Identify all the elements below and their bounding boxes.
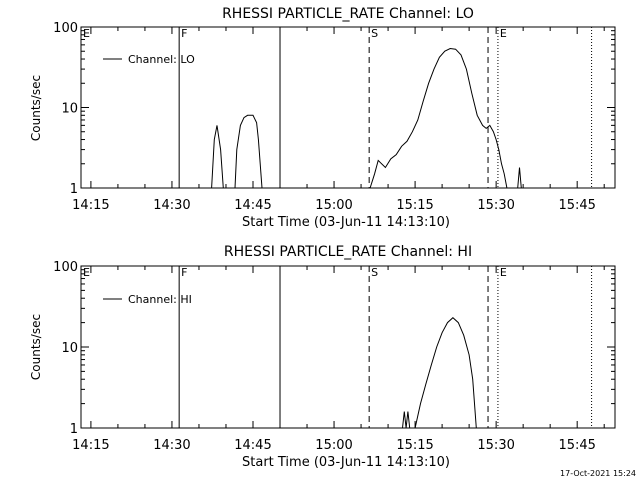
plot-frame (80, 265, 616, 429)
x-tick-label: 15:15 (396, 438, 433, 453)
x-tick-label: 14:45 (234, 438, 271, 453)
plot-frame (80, 26, 616, 189)
legend: Channel: LO (103, 53, 195, 66)
axis-ticks: 14:15 14:30 14:45 15:00 15:15 15:30 15:45 1 10 10… (53, 21, 615, 213)
y-tick-label: 10 (61, 341, 78, 356)
x-tick-label: 15:30 (477, 438, 514, 453)
chart-title: RHESSI PARTICLE_RATE Channel: LO (222, 6, 474, 22)
x-tick-label: 14:45 (234, 198, 271, 213)
event-markers: F S EE (83, 266, 593, 428)
x-tick-label: 14:15 (72, 438, 109, 453)
event-marker-label: E (500, 27, 507, 40)
event-marker-label: E (83, 266, 90, 279)
x-tick-label: 15:00 (315, 198, 352, 213)
x-tick-label: 14:30 (153, 438, 190, 453)
series-line (414, 317, 477, 429)
series-line (402, 411, 411, 429)
x-tick-label: 15:45 (558, 198, 595, 213)
x-tick-label: 14:30 (153, 198, 190, 213)
x-tick-label: 14:15 (72, 198, 109, 213)
event-marker-label: S (371, 266, 378, 279)
y-tick-label: 1 (70, 182, 78, 197)
series-line (517, 167, 522, 189)
x-axis-label: Start Time (03-Jun-11 14:13:10) (242, 455, 450, 470)
axis-ticks: 14:15 14:30 14:45 15:00 15:15 15:30 15:45 1 10 10… (53, 260, 615, 453)
x-tick-label: 15:15 (396, 198, 433, 213)
data-series (402, 317, 477, 429)
chart-panel-hi: RHESSI PARTICLE_RATE Channel: HI Counts/… (29, 244, 616, 470)
y-tick-label: 100 (53, 21, 78, 36)
event-marker-label: S (371, 27, 378, 40)
event-markers: F S EE (83, 27, 593, 188)
series-line (211, 125, 224, 189)
event-marker-label: F (181, 27, 187, 40)
x-tick-label: 15:45 (558, 438, 595, 453)
event-marker-label: F (181, 266, 187, 279)
chart-panel-lo: RHESSI PARTICLE_RATE Channel: LO Counts/… (29, 6, 616, 230)
series-line (369, 47, 508, 189)
data-series (211, 47, 522, 189)
y-axis-label: Counts/sec (29, 75, 43, 141)
x-axis-label: Start Time (03-Jun-11 14:13:10) (242, 215, 450, 230)
legend-label: Channel: LO (128, 53, 195, 66)
event-marker-label: E (500, 266, 507, 279)
y-tick-label: 100 (53, 260, 78, 275)
x-tick-label: 15:30 (477, 198, 514, 213)
legend: Channel: HI (103, 293, 192, 306)
x-tick-label: 15:00 (315, 438, 352, 453)
y-tick-label: 10 (61, 102, 78, 117)
y-axis-label: Counts/sec (29, 314, 43, 380)
event-marker-label: E (83, 27, 90, 40)
chart-title: RHESSI PARTICLE_RATE Channel: HI (224, 244, 472, 260)
series-line (234, 114, 263, 189)
legend-label: Channel: HI (128, 293, 192, 306)
y-tick-label: 1 (70, 422, 78, 437)
timestamp-footer: 17-Oct-2021 15:24 (560, 469, 636, 478)
